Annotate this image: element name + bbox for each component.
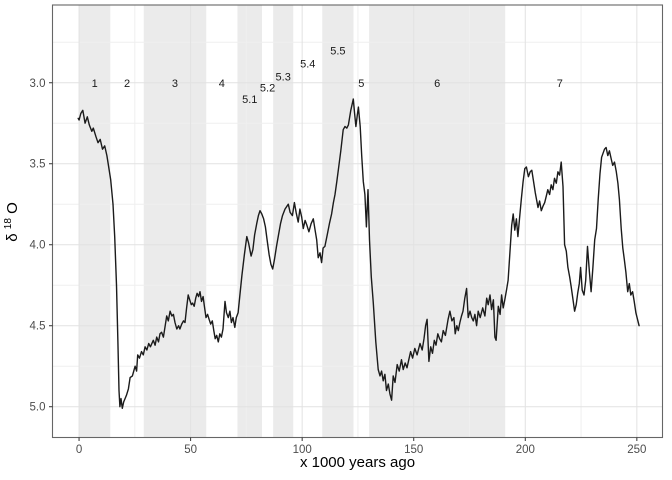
x-tick-label: 150	[404, 444, 423, 456]
stage-label-3: 3	[172, 78, 178, 90]
mis-shaded-bands	[79, 5, 506, 438]
y-title-delta: δ	[4, 233, 21, 241]
mis-band	[273, 5, 294, 438]
stage-label-6: 6	[434, 78, 440, 90]
stage-label-5.3: 5.3	[276, 71, 291, 83]
panel-border	[51, 4, 664, 439]
stage-label-5.5: 5.5	[330, 45, 345, 57]
stage-label-5: 5	[358, 78, 364, 90]
stage-label-7: 7	[557, 78, 563, 90]
y-tick-label: 5.0	[30, 402, 46, 414]
stage-label-1: 1	[92, 78, 98, 90]
mis-band	[79, 5, 111, 438]
x-tick-label: 100	[293, 444, 312, 456]
stage-label-5.1: 5.1	[242, 94, 257, 106]
grid-minor-lines	[52, 5, 663, 438]
x-tick-label: 200	[516, 444, 535, 456]
y-title-superscript-18: 18	[3, 218, 14, 230]
y-tick-label: 4.5	[30, 321, 46, 333]
y-tick-label: 3.0	[30, 78, 46, 90]
axis-tick-labels: 0 50 100 150 200 250 3.0 3.5 4.0 4.5 5.0	[30, 78, 647, 456]
x-tick-label: 50	[184, 444, 197, 456]
stage-label-2: 2	[124, 78, 130, 90]
stage-label-5.4: 5.4	[300, 58, 315, 70]
d18o-line	[77, 98, 640, 409]
x-axis-title: x 1000 years ago	[300, 454, 415, 471]
y-tick-label: 4.0	[30, 240, 46, 252]
axis-ticks	[49, 82, 638, 441]
y-tick-label: 3.5	[30, 159, 46, 171]
y-axis-title: δ 18 O	[0, 202, 21, 242]
mis-band	[322, 5, 354, 438]
x-tick-label: 250	[627, 444, 646, 456]
mis-band	[237, 5, 263, 438]
x-tick-label: 0	[76, 444, 82, 456]
stage-label-4: 4	[219, 78, 225, 90]
mis-band	[143, 5, 207, 438]
mis-stage-labels: 1 2 3 4 5.15.25.3 5.4 5.5 5 6 7	[92, 45, 563, 106]
stage-label-5.2: 5.2	[260, 83, 275, 95]
mis-band	[369, 5, 506, 438]
y-title-O: O	[4, 202, 21, 214]
